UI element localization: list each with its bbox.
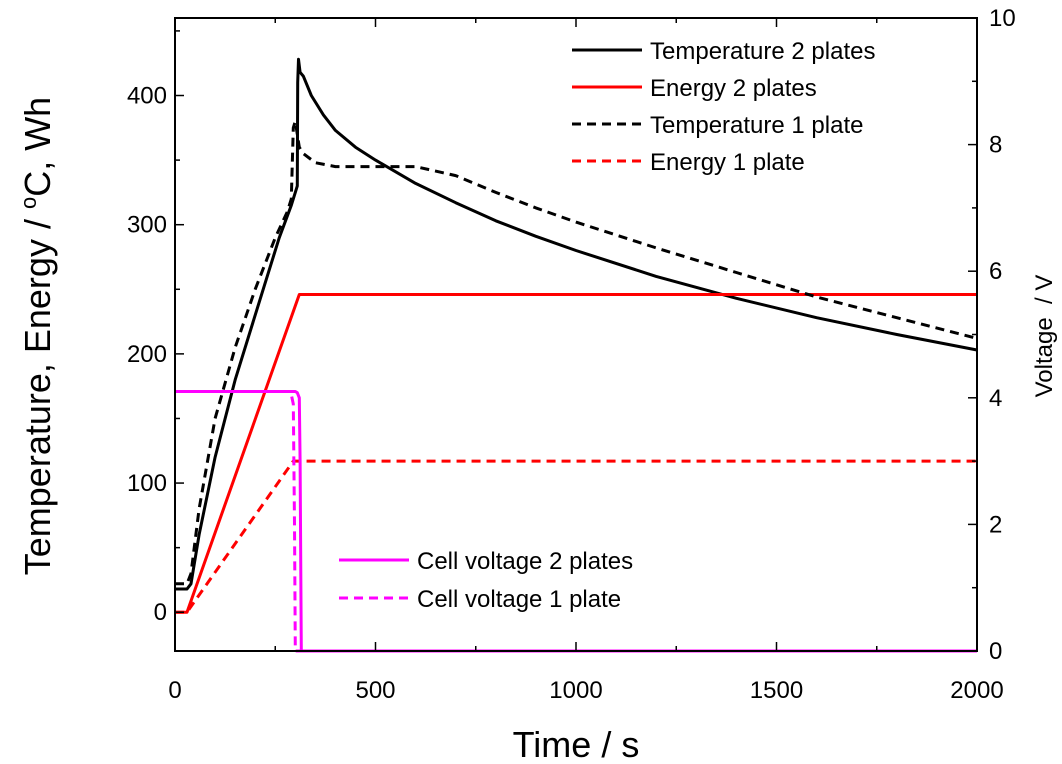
legend-label-temperature-1-plate: Temperature 1 plate [650, 112, 863, 139]
series-line-temperature-1-plate [175, 119, 978, 586]
y2-tick-label: 2 [989, 511, 1002, 538]
legend-label-energy-1-plate: Energy 1 plate [650, 149, 805, 176]
y-tick-label: 400 [127, 83, 167, 110]
x-tick-label: 0 [168, 677, 181, 704]
y-axis-title-part2: C, Wh [17, 97, 58, 197]
y2-tick-label: 8 [989, 132, 1002, 159]
x-axis-title: Time / s [513, 724, 640, 764]
x-tick-label: 500 [355, 677, 395, 704]
x-tick-label: 2000 [950, 677, 1003, 704]
series-line-temperature-2-plates [175, 57, 978, 591]
x-tick-label: 1000 [549, 677, 602, 704]
y2-tick-label: 10 [989, 5, 1016, 32]
y2-tick-label: 6 [989, 258, 1002, 285]
y-axis-title-sup: o [16, 197, 41, 209]
legend-label-cell-voltage-2-plates: Cell voltage 2 plates [417, 548, 633, 575]
tick-layer: 0 500 1000 1500 2000 0 100 200 300 400 0 2 4 6 8 10 [127, 5, 1016, 704]
legend-label-cell-voltage-1-plate: Cell voltage 1 plate [417, 586, 621, 613]
y2-tick-label: 4 [989, 385, 1002, 412]
legend-layer: Temperature 2 plates Energy 2 plates Tempe… [339, 38, 875, 613]
x-tick-label: 1500 [750, 677, 803, 704]
y-axis-title: Temperature, Energy / oC, Wh [16, 97, 58, 575]
legend-label-temperature-2-plates: Temperature 2 plates [650, 38, 875, 65]
y2-tick-label: 0 [989, 638, 1002, 665]
y-tick-label: 300 [127, 212, 167, 239]
y2-axis-title: Voltage / V [1031, 275, 1058, 398]
legend-label-energy-2-plates: Energy 2 plates [650, 75, 817, 102]
y-tick-label: 0 [154, 599, 167, 626]
y-tick-label: 100 [127, 470, 167, 497]
y-axis-title-part1: Temperature, Energy / [17, 209, 58, 575]
y-tick-label: 200 [127, 341, 167, 368]
